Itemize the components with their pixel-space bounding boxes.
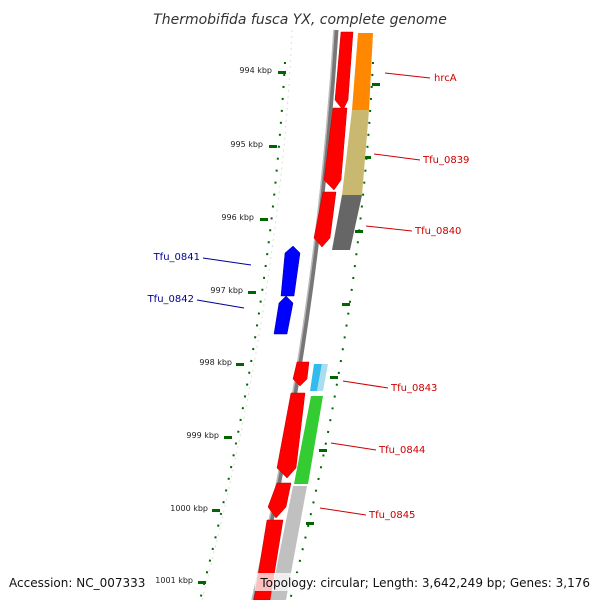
minor-tick-mark — [342, 303, 350, 306]
forward-tick-track — [289, 61, 374, 600]
gene-label-Tfu_0843[interactable]: Tfu_0843 — [390, 383, 437, 394]
feature-bar-Tfu_0844[interactable] — [294, 396, 323, 484]
kbp-tick-mark — [212, 509, 220, 512]
gene-arrow-Tfu_0844[interactable] — [276, 392, 306, 479]
kbp-ticks — [198, 71, 380, 584]
kbp-label: 999 kbp — [186, 431, 219, 440]
leader-hrcA — [384, 72, 431, 79]
leader-Tfu_0839 — [373, 153, 421, 161]
accession-text: Accession: NC_007333 — [9, 576, 145, 590]
gene-label-Tfu_0844[interactable]: Tfu_0844 — [378, 445, 425, 456]
gene-arrow-Tfu_0843[interactable] — [292, 361, 310, 387]
kbp-label: 998 kbp — [199, 358, 232, 367]
minor-tick-mark — [306, 522, 314, 525]
gene-label-hrcA[interactable]: hrcA — [434, 73, 457, 84]
feature-bar-Tfu_0839[interactable] — [342, 110, 369, 195]
forward-genes — [253, 31, 354, 600]
label-leaders — [196, 72, 431, 516]
gene-arrow-Tfu_0839[interactable] — [323, 107, 348, 191]
gene-arrow-Tfu_0845[interactable] — [267, 482, 292, 519]
outer-guide — [201, 29, 293, 600]
gene-label-Tfu_0842[interactable]: Tfu_0842 — [147, 294, 194, 305]
kbp-tick-mark — [198, 581, 206, 584]
minor-tick-mark — [355, 230, 363, 233]
genome-summary-text: Topology: circular; Length: 3,642,249 bp… — [259, 576, 590, 590]
kbp-label: 1000 kbp — [170, 504, 208, 513]
feature-band — [270, 33, 373, 600]
gene-label-Tfu_0841[interactable]: Tfu_0841 — [153, 252, 200, 263]
minor-tick-mark — [319, 449, 327, 452]
gene-label-Tfu_0840[interactable]: Tfu_0840 — [414, 226, 461, 237]
gene-arrow-Tfu_0841[interactable] — [280, 245, 301, 297]
kbp-tick-mark — [260, 218, 268, 221]
leader-Tfu_0843 — [342, 380, 389, 389]
kbp-label: 1001 kbp — [155, 576, 193, 585]
minor-tick-mark — [372, 83, 380, 86]
leader-Tfu_0841 — [202, 257, 252, 266]
reverse-tick-track — [199, 61, 286, 600]
kbp-tick-mark — [278, 71, 286, 74]
kbp-label: 995 kbp — [230, 140, 263, 149]
footer-summary-backdrop — [255, 573, 593, 591]
feature-bar-Tfu_0840[interactable] — [332, 195, 362, 250]
kbp-tick-mark — [248, 291, 256, 294]
kbp-tick-mark — [224, 436, 232, 439]
gene-arrow-hrcA[interactable] — [334, 31, 354, 111]
kbp-tick-mark — [269, 145, 277, 148]
kbp-tick-mark — [236, 363, 244, 366]
leader-Tfu_0845 — [319, 507, 367, 516]
map-title: Thermobifida fusca YX, complete genome — [153, 12, 447, 28]
feature-bar-Tfu_0843[interactable] — [310, 364, 322, 391]
leader-Tfu_0842 — [196, 299, 245, 309]
feature-bar-Tfu_0843-b — [317, 364, 328, 391]
minor-tick-mark — [330, 376, 338, 379]
feature-bar-hrcA[interactable] — [352, 33, 373, 110]
leader-Tfu_0844 — [330, 442, 377, 451]
gene-arrow-Tfu_0842[interactable] — [273, 295, 294, 335]
minor-tick-mark — [363, 156, 371, 159]
kbp-label: 996 kbp — [221, 213, 254, 222]
reverse-genes — [273, 245, 301, 335]
leader-Tfu_0840 — [365, 225, 413, 232]
kbp-label: 997 kbp — [210, 286, 243, 295]
gene-arrow-Tfu_0840[interactable] — [313, 191, 337, 248]
gene-label-Tfu_0845[interactable]: Tfu_0845 — [368, 510, 415, 521]
gene-label-Tfu_0839[interactable]: Tfu_0839 — [422, 155, 469, 166]
kbp-label: 994 kbp — [239, 66, 272, 75]
feature-bar-Tfu_0845[interactable] — [270, 486, 307, 600]
